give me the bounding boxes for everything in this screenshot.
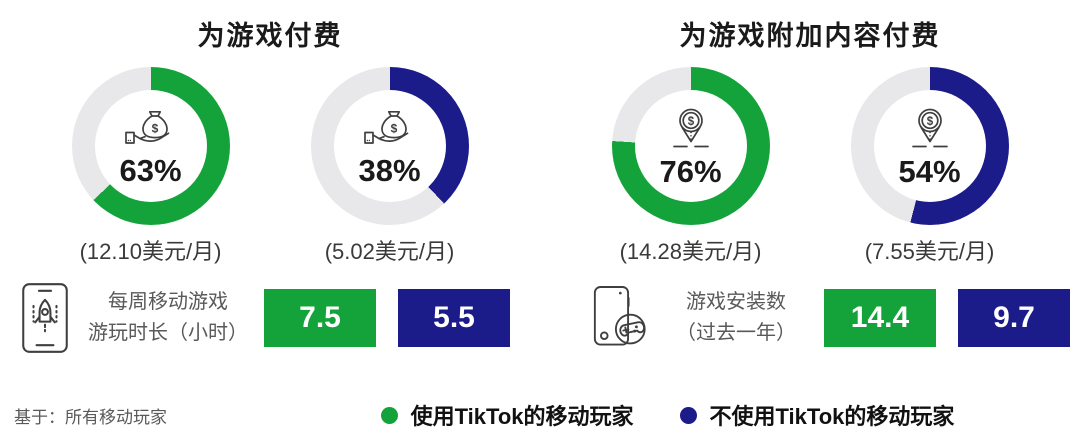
donut-group-non-tiktok-players: $ 38% (5.02美元/月) (287, 67, 492, 266)
metric-rows: 每周移动游戏 游玩时长（小时） 7.5 5.5 游戏安装数 （过去一年） (0, 280, 1080, 356)
value-box-tiktok: 14.4 (824, 289, 936, 347)
legend: 使用TikTok的移动玩家 不使用TikTok的移动玩家 (269, 399, 1066, 431)
legend-dot-green (380, 406, 398, 424)
svg-text:$: $ (687, 116, 694, 128)
amount-caption: (12.10美元/月) (79, 239, 222, 264)
section-pay-for-addon-content: 为游戏附加内容付费 $ 76 (540, 0, 1080, 266)
donut-chart: $ 54% (850, 67, 1009, 225)
percent-label: 38% (358, 153, 421, 188)
donut-hole: $ 38% (333, 90, 446, 202)
donut-row: $ 63% (12.10美元/月) (0, 67, 540, 266)
donut-chart: $ 76% (611, 67, 770, 225)
metric-label: 游戏安装数 （过去一年） (666, 287, 806, 349)
value-box-tiktok: 7.5 (264, 289, 376, 347)
dollar-pin-icon: $ (672, 108, 709, 148)
money-bag-hand-icon: $ (124, 110, 169, 144)
donut-hole: $ 63% (94, 90, 207, 202)
svg-text:$: $ (926, 116, 933, 128)
legend-label: 不使用TikTok的移动玩家 (709, 404, 955, 429)
metric-label-line1: 游戏安装数 (686, 291, 786, 313)
donut-group-tiktok-players: $ 76% (14.28美元/月) (588, 67, 793, 266)
value-box-non-tiktok: 5.5 (398, 289, 510, 347)
value-box-non-tiktok: 9.7 (958, 289, 1070, 347)
donut-chart: $ 63% (71, 67, 230, 225)
metric-weekly-playtime: 每周移动游戏 游玩时长（小时） 7.5 5.5 (0, 280, 540, 356)
legend-dot-navy (679, 406, 697, 424)
svg-text:$: $ (151, 122, 158, 136)
donut-group-tiktok-players: $ 63% (12.10美元/月) (48, 67, 253, 266)
section-pay-for-games: 为游戏付费 $ (0, 0, 540, 266)
source-note: 基于：所有移动玩家 (14, 407, 167, 427)
percent-label: 63% (119, 153, 182, 188)
percent-label: 76% (659, 154, 722, 189)
amount-caption: (14.28美元/月) (619, 239, 762, 264)
legend-item-tiktok: 使用TikTok的移动玩家 (380, 399, 634, 431)
metric-label-line1: 每周移动游戏 (108, 291, 228, 313)
metric-label: 每周移动游戏 游玩时长（小时） (88, 287, 248, 349)
metric-label-line2: 游玩时长（小时） (88, 322, 248, 344)
amount-caption: (7.55美元/月) (864, 239, 995, 264)
metric-game-installs: 游戏安装数 （过去一年） 14.4 9.7 (540, 280, 1080, 356)
legend-label: 使用TikTok的移动玩家 (410, 404, 634, 429)
footer: 基于：所有移动玩家 使用TikTok的移动玩家 不使用TikTok的移动玩家 (0, 399, 1080, 431)
metric-label-line2: （过去一年） (676, 322, 796, 344)
legend-item-non-tiktok: 不使用TikTok的移动玩家 (679, 399, 955, 431)
svg-text:$: $ (390, 122, 397, 136)
donut-chart: $ 38% (310, 67, 469, 225)
donut-hole: $ 76% (634, 90, 747, 202)
donut-group-non-tiktok-players: $ 54% (7.55美元/月) (827, 67, 1032, 266)
phone-rocket-icon (22, 283, 68, 353)
amount-caption: (5.02美元/月) (324, 239, 455, 264)
dollar-pin-icon: $ (911, 108, 948, 148)
section-title: 为游戏付费 (197, 21, 343, 51)
donut-hole: $ 54% (873, 90, 986, 202)
donut-row: $ 76% (14.28美元/月) (540, 67, 1080, 266)
phone-gamepad-icon (593, 286, 646, 346)
percent-label: 54% (898, 154, 961, 189)
chart-sections: 为游戏付费 $ (0, 0, 1080, 266)
money-bag-hand-icon: $ (363, 110, 408, 144)
section-title: 为游戏附加内容付费 (679, 21, 941, 51)
